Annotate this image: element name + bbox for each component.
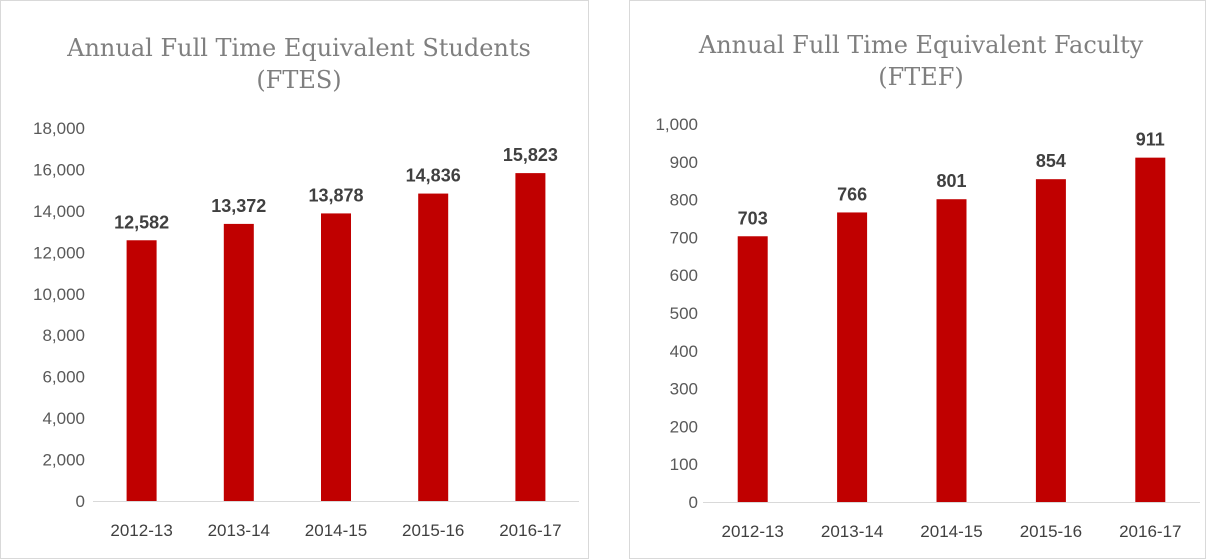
x-tick-label: 2016-17 <box>499 521 561 540</box>
y-tick-label: 8,000 <box>42 326 85 345</box>
y-tick-label: 300 <box>670 380 698 399</box>
y-tick-label: 100 <box>670 455 698 474</box>
chart-subtitle: (FTEF) <box>878 63 964 91</box>
x-tick-label: 2014-15 <box>305 521 367 540</box>
y-tick-label: 400 <box>670 342 698 361</box>
data-label: 14,836 <box>406 166 461 186</box>
x-axis: 2012-13 2013-14 2014-15 2015-16 2016-17 <box>722 522 1182 541</box>
chart-title: Annual Full Time Equivalent Students <box>66 34 531 62</box>
bars <box>126 173 546 502</box>
bar <box>321 213 351 502</box>
bar <box>126 240 157 501</box>
data-label: 703 <box>738 208 768 228</box>
y-tick-label: 4,000 <box>42 409 85 428</box>
y-axis: 0 100 200 300 400 500 600 700 800 900 1,000 <box>655 115 698 512</box>
y-tick-label: 800 <box>670 191 698 210</box>
x-tick-label: 2016-17 <box>1119 522 1181 541</box>
bar <box>1035 179 1066 503</box>
y-tick-label: 1,000 <box>655 115 698 134</box>
data-labels: 703 766 801 854 911 <box>738 130 1165 229</box>
y-tick-label: 16,000 <box>33 160 85 179</box>
x-tick-label: 2013-14 <box>821 522 883 541</box>
y-axis: 0 2,000 4,000 6,000 8,000 10,000 12,000 14,000 1… <box>33 119 85 511</box>
data-label: 12,582 <box>114 212 169 232</box>
y-tick-label: 0 <box>76 492 85 511</box>
data-label: 911 <box>1136 130 1165 150</box>
data-label: 854 <box>1036 151 1066 171</box>
y-tick-label: 18,000 <box>33 119 85 138</box>
y-tick-label: 6,000 <box>42 368 85 387</box>
bar <box>515 173 546 501</box>
bar <box>418 193 449 501</box>
x-tick-label: 2015-16 <box>1020 522 1082 541</box>
data-label: 15,823 <box>503 145 558 165</box>
bar <box>737 236 768 503</box>
chart-title: Annual Full Time Equivalent Faculty <box>698 31 1144 59</box>
x-tick-label: 2012-13 <box>722 522 784 541</box>
y-tick-label: 12,000 <box>33 243 85 262</box>
data-label: 766 <box>837 184 867 204</box>
bar <box>837 212 868 502</box>
x-tick-label: 2013-14 <box>208 521 270 540</box>
y-tick-label: 700 <box>670 228 698 247</box>
x-tick-label: 2015-16 <box>402 521 464 540</box>
chart-subtitle: (FTES) <box>256 66 341 94</box>
ftes-chart: Annual Full Time Equivalent Students (FT… <box>33 34 579 540</box>
y-tick-label: 2,000 <box>42 451 85 470</box>
y-tick-label: 600 <box>670 266 698 285</box>
data-label: 13,372 <box>211 196 266 216</box>
y-tick-label: 200 <box>670 417 698 436</box>
data-labels: 12,582 13,372 13,878 14,836 15,823 <box>114 145 558 232</box>
ftes-chart-panel: Annual Full Time Equivalent Students (FT… <box>0 0 589 559</box>
y-tick-label: 10,000 <box>33 285 85 304</box>
y-tick-label: 14,000 <box>33 202 85 221</box>
y-tick-label: 500 <box>670 304 698 323</box>
x-tick-label: 2012-13 <box>110 521 172 540</box>
ftef-chart-panel: Annual Full Time Equivalent Faculty (FTE… <box>629 0 1206 559</box>
data-label: 801 <box>936 171 966 191</box>
ftef-chart: Annual Full Time Equivalent Faculty (FTE… <box>655 31 1200 541</box>
bar <box>223 223 254 501</box>
bars <box>737 157 1166 503</box>
bar <box>1135 157 1166 502</box>
data-label: 13,878 <box>308 185 363 205</box>
y-tick-label: 0 <box>689 493 698 512</box>
x-axis: 2012-13 2013-14 2014-15 2015-16 2016-17 <box>110 521 561 540</box>
bar <box>936 199 967 503</box>
y-tick-label: 900 <box>670 153 698 172</box>
x-tick-label: 2014-15 <box>920 522 982 541</box>
